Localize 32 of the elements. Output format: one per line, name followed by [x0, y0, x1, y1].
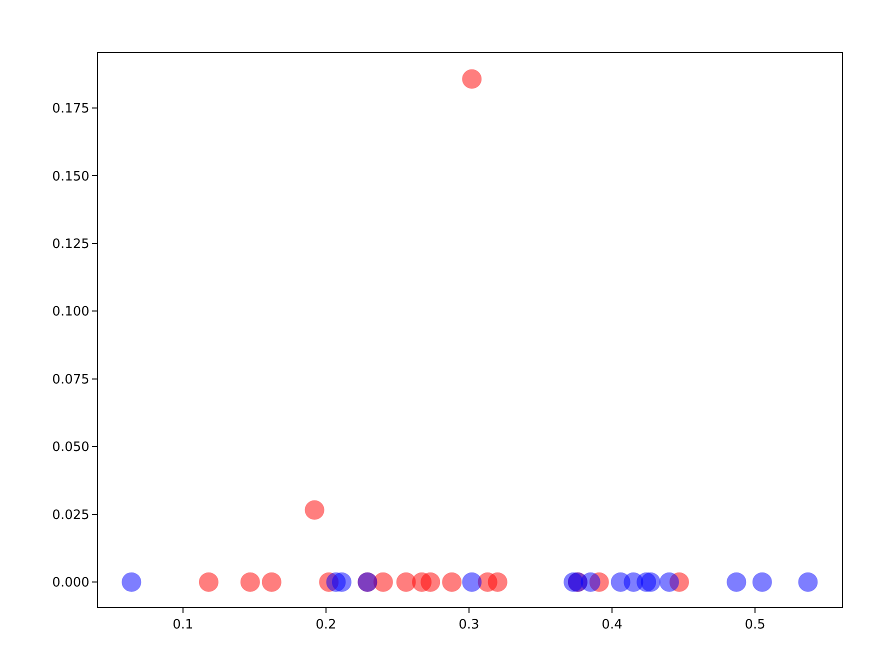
x-tick-label: 0.3 [458, 618, 480, 633]
point [726, 572, 746, 592]
point [262, 572, 282, 592]
point [442, 572, 462, 592]
y-tick-label: 0.000 [52, 576, 90, 591]
point [240, 572, 260, 592]
point [420, 572, 440, 592]
y-tick-label: 0.050 [52, 440, 90, 456]
x-tick-label: 0.1 [172, 618, 194, 633]
point [798, 572, 818, 592]
point [580, 572, 600, 592]
point [198, 572, 218, 592]
y-tick-label: 0.175 [52, 102, 90, 117]
y-tick-label: 0.075 [52, 372, 90, 388]
point [122, 572, 142, 592]
x-tick-label: 0.5 [744, 618, 766, 633]
point [462, 69, 482, 89]
x-tick-label: 0.2 [316, 618, 336, 633]
point [462, 572, 482, 592]
y-tick-label: 0.100 [52, 304, 90, 320]
point [304, 500, 324, 520]
y-tick-label: 0.150 [52, 169, 90, 184]
point [396, 572, 416, 592]
point [373, 572, 393, 592]
point [488, 572, 508, 592]
x-tick-label: 0.4 [602, 618, 622, 633]
point [640, 572, 660, 592]
y-tick-label: 0.125 [52, 237, 90, 252]
y-tick-label: 0.025 [52, 508, 90, 523]
point [752, 572, 772, 592]
point [332, 572, 352, 592]
point [659, 572, 679, 592]
